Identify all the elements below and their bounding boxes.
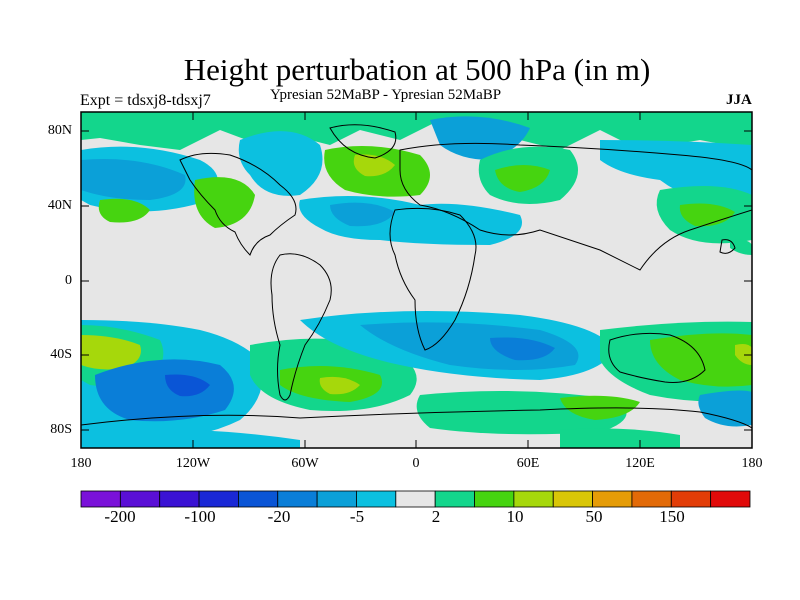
lon-tick-label: 0	[412, 456, 420, 471]
positive-region	[650, 333, 752, 387]
africa-outline	[389, 207, 477, 351]
lat-tick-label: 80N	[47, 123, 72, 138]
lon-tick-label: 60E	[516, 456, 540, 471]
negative-region	[81, 159, 186, 200]
lat-tick-label: 40N	[47, 198, 72, 213]
positive-region	[735, 344, 752, 365]
lon-tick-label: 120E	[625, 456, 655, 471]
antarctica-outline	[81, 407, 752, 429]
colorbar-label: 150	[659, 507, 685, 526]
colorbar-swatch	[670, 490, 712, 508]
positive-region	[353, 154, 395, 177]
colorbar-swatch	[552, 490, 593, 508]
colorbar-label: -20	[267, 507, 291, 526]
lat-tick-label: 40S	[50, 347, 72, 362]
colorbar-swatch	[316, 490, 357, 508]
period-label: Ypresian 52MaBP - Ypresian 52MaBP	[270, 87, 502, 103]
colorbar-swatch	[119, 490, 161, 508]
australia-outline	[608, 332, 706, 383]
positive-region	[194, 177, 255, 228]
colorbar-swatch	[277, 490, 318, 508]
greenland-outline	[329, 124, 397, 159]
colorbar-swatch	[395, 490, 436, 508]
field-layer	[81, 112, 752, 448]
lon-tick-label: 60W	[291, 456, 319, 471]
north-america-outline	[179, 152, 297, 256]
colorbar-swatch	[474, 490, 515, 508]
colorbar-swatch	[238, 490, 279, 508]
colorbar-swatch	[513, 490, 554, 508]
season-label: JJA	[726, 92, 752, 108]
colorbar-label: -200	[104, 507, 136, 526]
colorbar-label: 50	[585, 507, 603, 526]
negative-region	[698, 390, 752, 427]
negative-region	[95, 359, 234, 422]
negative-region	[81, 428, 300, 448]
positive-region	[560, 428, 680, 448]
negative-region	[490, 337, 555, 361]
negative-region	[165, 374, 210, 397]
positive-region	[81, 335, 141, 370]
colorbar-swatch	[80, 490, 121, 508]
positive-region	[319, 376, 360, 395]
colorbar-swatch	[631, 490, 672, 508]
lat-tick-label: 0	[65, 273, 72, 288]
colorbar-swatch	[198, 490, 239, 508]
eurasia-outline	[399, 142, 752, 271]
south-america-outline	[270, 253, 332, 401]
lon-tick-label: 180	[70, 456, 92, 471]
island-outline	[719, 239, 736, 254]
coastlines	[81, 124, 752, 429]
negative-region	[330, 202, 395, 227]
colorbar-swatch	[434, 490, 475, 508]
colorbar-swatch	[710, 490, 751, 508]
colorbar-swatch	[159, 490, 200, 508]
experiment-label: Expt = tdsxj8-tdsxj7	[80, 92, 211, 109]
lon-tick-label: 120W	[175, 456, 211, 471]
colorbar-label: 2	[431, 507, 441, 526]
positive-region	[98, 198, 150, 223]
colorbar-label: -100	[184, 507, 216, 526]
colorbar-label: -5	[349, 507, 365, 526]
negative-region	[430, 116, 530, 160]
lat-tick-label: 80S	[50, 422, 72, 437]
axis-ticks	[81, 112, 752, 448]
colorbar	[80, 490, 751, 508]
positive-region	[679, 203, 735, 227]
positive-region	[495, 165, 550, 192]
positive-region	[730, 239, 752, 255]
chart-title: Height perturbation at 500 hPa (in m)	[183, 52, 651, 87]
colorbar-swatch	[592, 490, 633, 508]
lon-tick-label: 180	[741, 456, 763, 471]
negative-region	[238, 131, 323, 196]
colorbar-label: 10	[506, 507, 524, 526]
colorbar-swatch	[356, 490, 397, 508]
